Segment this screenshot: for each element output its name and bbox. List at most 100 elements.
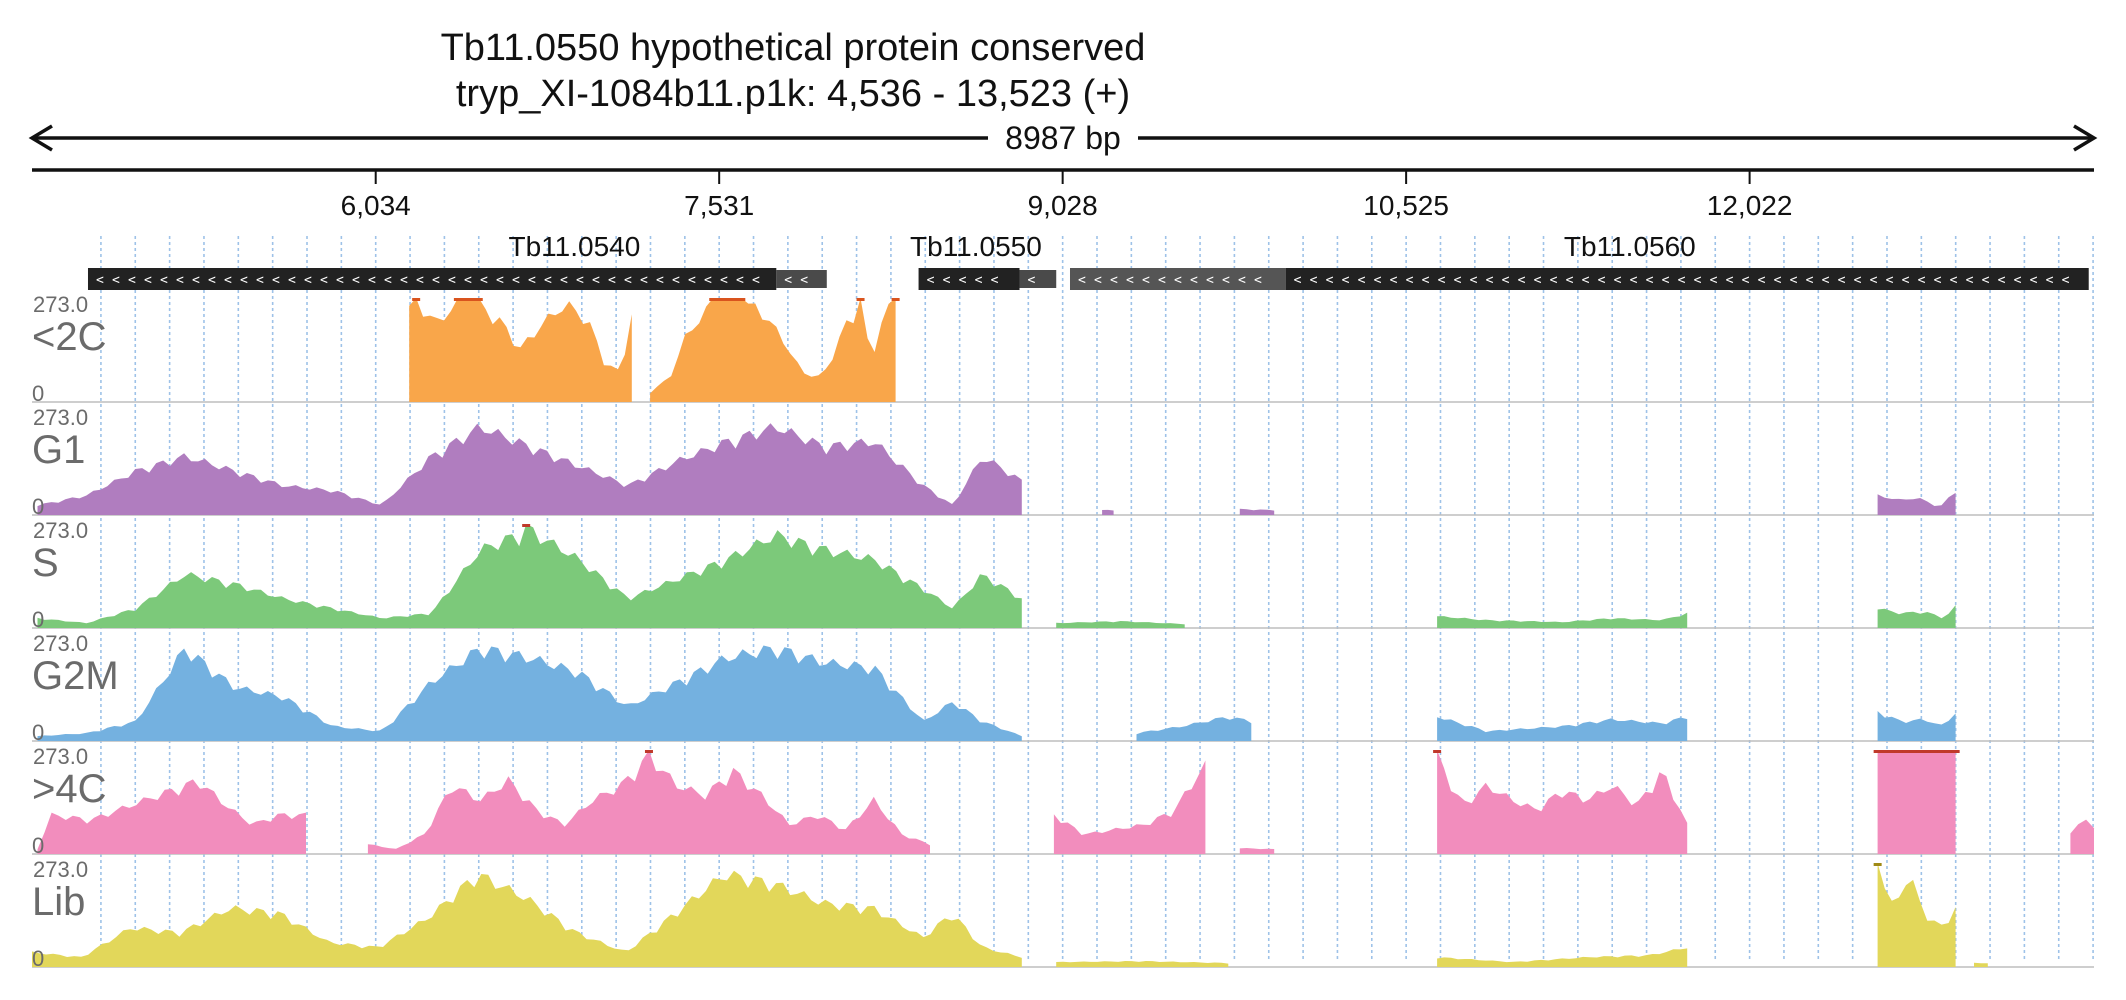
track-ymax-label: 273.0 — [33, 405, 88, 430]
clip-marker — [460, 298, 469, 301]
strand-chevron: < — [1502, 273, 1510, 288]
clip-marker — [1894, 750, 1903, 753]
strand-chevron: < — [1998, 273, 2006, 288]
track-ymin-label: 0 — [32, 381, 44, 406]
coverage-area — [1102, 509, 1114, 515]
strand-chevron: < — [96, 273, 104, 288]
strand-chevron: < — [1790, 273, 1798, 288]
strand-chevron: < — [1206, 273, 1214, 288]
strand-chevron: < — [208, 273, 216, 288]
clip-marker — [522, 524, 531, 527]
clip-marker — [856, 298, 865, 301]
strand-chevron: < — [368, 273, 376, 288]
clip-marker — [412, 298, 421, 301]
track-name: >4C — [32, 767, 107, 811]
strand-chevron: < — [1806, 273, 1814, 288]
coverage-area — [37, 645, 1022, 741]
gene-label: Tb11.0550 — [910, 231, 1042, 262]
clip-marker — [709, 298, 718, 301]
coverage-track: 273.0S 0 — [32, 518, 2094, 632]
strand-chevron: < — [1406, 273, 1414, 288]
track-ymin-label: 0 — [32, 946, 44, 971]
coverage-area — [1877, 492, 1956, 515]
strand-chevron: < — [112, 273, 120, 288]
span-label: 8987 bp — [1005, 120, 1121, 156]
strand-chevron: < — [256, 273, 264, 288]
strand-chevron: < — [1374, 273, 1382, 288]
coverage-area — [409, 298, 632, 402]
strand-chevron: < — [1902, 273, 1910, 288]
strand-chevron: < — [1142, 273, 1150, 288]
strand-chevron: < — [1028, 273, 1036, 288]
strand-chevron: < — [1094, 273, 1102, 288]
strand-chevron: < — [240, 273, 248, 288]
strand-chevron: < — [1078, 273, 1086, 288]
coverage-area — [367, 750, 930, 854]
strand-chevron: < — [656, 273, 664, 288]
strand-chevron: < — [176, 273, 184, 288]
strand-chevron: < — [1358, 273, 1366, 288]
strand-chevron: < — [640, 273, 648, 288]
span-arrow-right-head — [2073, 124, 2098, 152]
strand-chevron: < — [624, 273, 632, 288]
coverage-track: 273.0G1 0 — [32, 405, 2094, 519]
coverage-area — [1877, 750, 1956, 854]
track-ymin-label: 0 — [32, 607, 44, 632]
strand-chevron: < — [1438, 273, 1446, 288]
clip-marker — [1873, 750, 1882, 753]
strand-chevron: < — [1534, 273, 1542, 288]
clip-marker — [1923, 750, 1932, 753]
strand-chevron: < — [1758, 273, 1766, 288]
strand-chevron: < — [1310, 273, 1318, 288]
strand-chevron: < — [784, 273, 792, 288]
clip-marker — [453, 298, 462, 301]
strand-chevron: < — [592, 273, 600, 288]
strand-chevron: < — [1582, 273, 1590, 288]
strand-chevron: < — [736, 273, 744, 288]
clip-marker — [1916, 750, 1925, 753]
strand-chevron: < — [1646, 273, 1654, 288]
track-ymin-label: 0 — [32, 720, 44, 745]
clip-marker — [1902, 750, 1911, 753]
gene-body — [87, 268, 777, 290]
strand-chevron: < — [927, 273, 935, 288]
strand-chevron: < — [672, 273, 680, 288]
strand-chevron: < — [975, 273, 983, 288]
coverage-area — [650, 298, 896, 402]
coverage-area — [1877, 863, 1956, 967]
coverage-area — [2070, 819, 2094, 854]
strand-chevron: < — [1470, 273, 1478, 288]
strand-chevron: < — [1662, 273, 1670, 288]
gene-track: < < < < < < < < < < < < < < < < < < < < < < < < < < < < < < < < < < < < < < < <… — [87, 231, 2089, 290]
strand-chevron: < — [1174, 273, 1182, 288]
region-coordinates: tryp_XI-1084b11.p1k: 4,536 - 13,523 (+) — [456, 73, 1130, 115]
strand-chevron: < — [1190, 273, 1198, 288]
strand-chevron: < — [1710, 273, 1718, 288]
strand-chevron: < — [2046, 273, 2054, 288]
strand-chevron: < — [432, 273, 440, 288]
coverage-area — [1437, 750, 1688, 854]
strand-chevron: < — [400, 273, 408, 288]
tick-label: 7,531 — [684, 190, 754, 221]
strand-chevron: < — [192, 273, 200, 288]
strand-chevron: < — [752, 273, 760, 288]
coverage-area — [1437, 717, 1688, 741]
track-name: G1 — [32, 428, 85, 472]
coverage-area — [1437, 948, 1688, 967]
strand-chevron: < — [704, 273, 712, 288]
gene-utr — [1019, 270, 1057, 288]
track-ymax-label: 273.0 — [33, 292, 88, 317]
strand-chevron: < — [1238, 273, 1246, 288]
strand-chevron: < — [608, 273, 616, 288]
coverage-area — [1239, 508, 1275, 515]
strand-chevron: < — [288, 273, 296, 288]
strand-chevron: < — [1158, 273, 1166, 288]
strand-chevron: < — [304, 273, 312, 288]
strand-chevron: < — [688, 273, 696, 288]
gene-title: Tb11.0550 hypothetical protein conserved — [441, 27, 1146, 69]
coverage-area — [37, 524, 1022, 628]
track-ymax-label: 273.0 — [33, 631, 88, 656]
strand-chevron: < — [1254, 273, 1262, 288]
coverage-area — [32, 870, 1022, 967]
